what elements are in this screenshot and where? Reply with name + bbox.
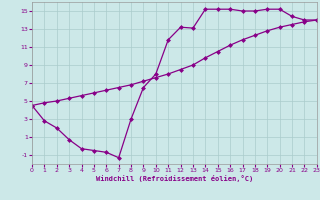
X-axis label: Windchill (Refroidissement éolien,°C): Windchill (Refroidissement éolien,°C) [96,175,253,182]
